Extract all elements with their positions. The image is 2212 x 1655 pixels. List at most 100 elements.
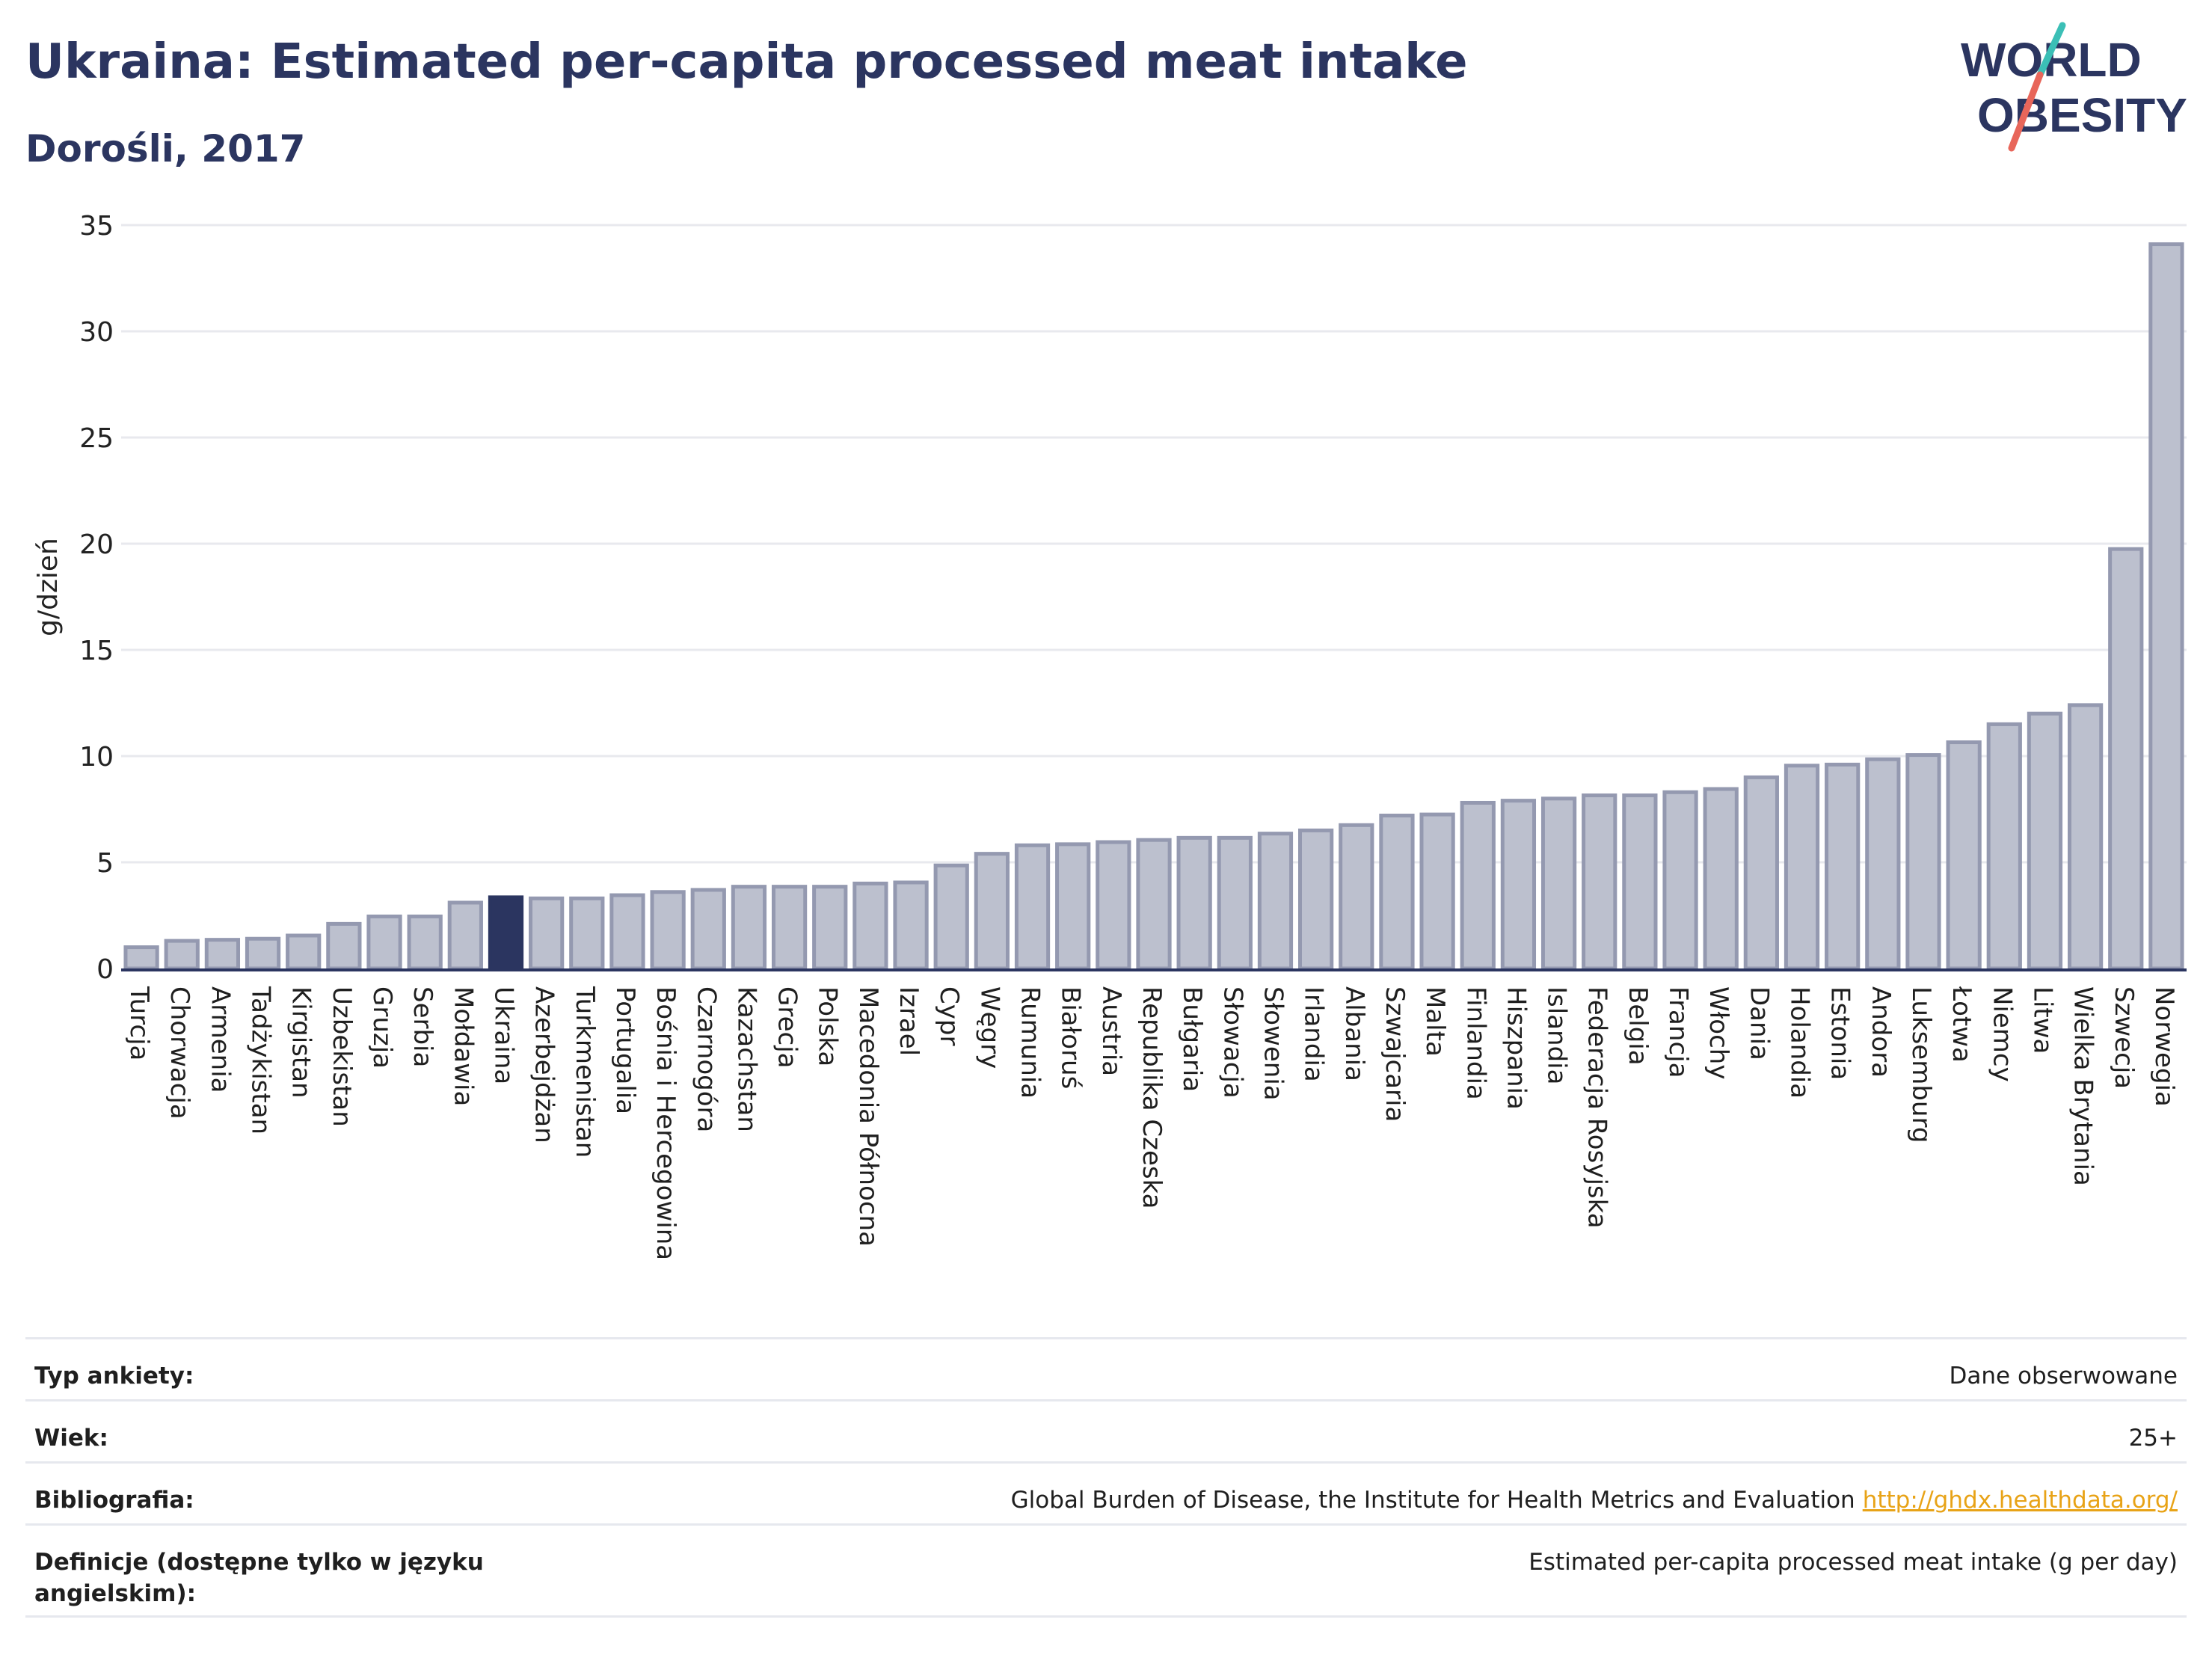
bar-ukraina[interactable] — [488, 895, 524, 971]
x-tick-label: Luksemburg — [1906, 986, 1936, 1143]
metadata-table: Typ ankiety: Dane obserwowane Wiek: 25+ … — [25, 1337, 2187, 1618]
bar-belgia[interactable] — [1622, 793, 1658, 971]
bar-macedonia-północna[interactable] — [852, 881, 888, 971]
world-obesity-logo[interactable]: WORLD OBESITY — [1952, 21, 2199, 156]
bar-kazachstan[interactable] — [731, 885, 767, 971]
x-tick-label: Niemcy — [1987, 986, 2017, 1082]
bar-grecja[interactable] — [771, 885, 808, 971]
y-tick-label: 10 — [79, 742, 114, 773]
x-tick-label: Macedonia Północna — [853, 986, 883, 1247]
bar-holandia[interactable] — [1784, 764, 1820, 971]
y-tick-label: 20 — [79, 529, 114, 560]
bar-węgry[interactable] — [974, 852, 1010, 971]
x-tick-label: Belgia — [1623, 986, 1653, 1066]
x-tick-label: Bułgaria — [1177, 986, 1207, 1092]
bar-rumunia[interactable] — [1014, 843, 1051, 971]
bar-izrael[interactable] — [893, 880, 929, 971]
bar-finlandia[interactable] — [1460, 800, 1496, 971]
bar-włochy[interactable] — [1703, 787, 1739, 971]
meta-value: Global Burden of Disease, the Institute … — [1010, 1487, 1855, 1514]
bar-bośnia-i-hercegowina[interactable] — [650, 890, 686, 971]
bibliography-link[interactable]: http://ghdx.healthdata.org/ — [1862, 1487, 2178, 1514]
logo-red-slash — [2008, 71, 2044, 152]
bar-czarnogóra[interactable] — [690, 888, 726, 971]
x-tick-label: Dania — [1744, 986, 1774, 1060]
x-tick-label: Łotwa — [1947, 986, 1976, 1063]
x-axis-labels: Turcja Chorwacja Armenia Tadżykistan Kirgist… — [124, 986, 2179, 1260]
x-tick-label: Mołdawia — [448, 986, 478, 1106]
bar-republika-czeska[interactable] — [1136, 838, 1172, 971]
x-tick-label: Izrael — [894, 986, 924, 1056]
meta-row-survey-type: Typ ankiety: Dane obserwowane — [25, 1337, 2187, 1399]
x-tick-label: Azerbejdżan — [529, 986, 559, 1143]
bar-chart: 0 5 10 15 20 25 30 35 Turcja Chorwacja Armenia Tad… — [33, 211, 2187, 1260]
bar-andora[interactable] — [1865, 757, 1901, 971]
bar-portugalia[interactable] — [609, 893, 645, 971]
bar-bułgaria[interactable] — [1176, 835, 1212, 971]
x-tick-label: Tadżykistan — [246, 986, 276, 1134]
bar-łotwa[interactable] — [1946, 740, 1982, 971]
bar-tadżykistan[interactable] — [245, 936, 281, 971]
x-tick-label: Armenia — [205, 986, 235, 1093]
y-tick-label: 15 — [79, 636, 114, 666]
meta-value: Estimated per-capita processed meat inta… — [1529, 1549, 2178, 1576]
bar-litwa[interactable] — [2027, 711, 2063, 971]
x-tick-label: Bośnia i Hercegowina — [651, 986, 681, 1260]
bar-serbia[interactable] — [407, 914, 443, 971]
x-tick-label: Litwa — [2027, 986, 2057, 1054]
x-tick-label: Kazachstan — [731, 986, 761, 1132]
meta-key: Bibliografia: — [34, 1487, 194, 1514]
bar-islandia[interactable] — [1540, 796, 1577, 971]
x-tick-label: Francja — [1663, 986, 1693, 1078]
bar-turcja[interactable] — [123, 945, 159, 971]
x-tick-label: Islandia — [1542, 986, 1572, 1084]
meta-row-age: Wiek: 25+ — [25, 1399, 2187, 1461]
bar-hiszpania[interactable] — [1500, 799, 1537, 971]
bar-norwegia[interactable] — [2148, 242, 2184, 971]
x-tick-label: Portugalia — [610, 986, 640, 1114]
bar-mołdawia[interactable] — [447, 900, 483, 971]
x-tick-label: Federacja Rosyjska — [1582, 986, 1612, 1229]
bar-malta[interactable] — [1419, 812, 1455, 971]
bar-armenia[interactable] — [204, 938, 241, 971]
bar-wielka-brytania[interactable] — [2067, 703, 2104, 971]
bar-estonia[interactable] — [1825, 762, 1861, 971]
bar-federacja-rosyjska[interactable] — [1582, 793, 1617, 971]
x-tick-label: Grecja — [772, 986, 802, 1068]
x-tick-label: Turcja — [124, 986, 154, 1060]
bar-kirgistan[interactable] — [286, 933, 322, 971]
logo-line1: WORLD — [1961, 33, 2142, 87]
y-axis-label: g/dzień — [33, 538, 64, 636]
meta-row-bibliography: Bibliografia: Global Burden of Disease, … — [25, 1461, 2187, 1523]
bar-azerbejdżan[interactable] — [529, 896, 565, 971]
bar-szwajcaria[interactable] — [1379, 814, 1415, 971]
bar-albania[interactable] — [1339, 823, 1374, 971]
x-tick-label: Malta — [1420, 986, 1450, 1057]
bar-francja[interactable] — [1662, 790, 1698, 971]
x-tick-label: Polska — [813, 986, 843, 1066]
bar-słowacja[interactable] — [1217, 835, 1253, 971]
y-tick-label: 0 — [96, 954, 114, 985]
x-tick-label: Albania — [1339, 986, 1369, 1081]
meta-row-definitions: Definicje (dostępne tylko w języku angie… — [25, 1523, 2187, 1618]
bar-białoruś[interactable] — [1055, 842, 1091, 971]
bar-irlandia[interactable] — [1298, 828, 1334, 971]
logo-line2: OBESITY — [1977, 88, 2187, 142]
bar-cypr[interactable] — [933, 863, 969, 971]
bar-chorwacja[interactable] — [164, 939, 200, 971]
bar-uzbekistan[interactable] — [326, 921, 362, 971]
y-tick-label: 35 — [79, 211, 114, 242]
x-tick-label: Finlandia — [1460, 986, 1490, 1100]
bar-słowenia[interactable] — [1257, 832, 1294, 971]
bar-turkmenistan[interactable] — [569, 896, 605, 971]
bar-luksemburg[interactable] — [1905, 753, 1941, 971]
chart-title: Ukraina: Estimated per-capita processed … — [25, 34, 1468, 90]
bar-austria[interactable] — [1096, 840, 1131, 971]
bar-dania[interactable] — [1743, 775, 1779, 971]
bar-niemcy[interactable] — [1986, 722, 2022, 971]
bar-polska[interactable] — [812, 885, 848, 971]
bar-szwecja[interactable] — [2108, 547, 2144, 971]
bar-gruzja[interactable] — [366, 914, 402, 971]
x-tick-label: Szwajcaria — [1380, 986, 1410, 1122]
x-tick-label: Norwegia — [2149, 986, 2179, 1107]
